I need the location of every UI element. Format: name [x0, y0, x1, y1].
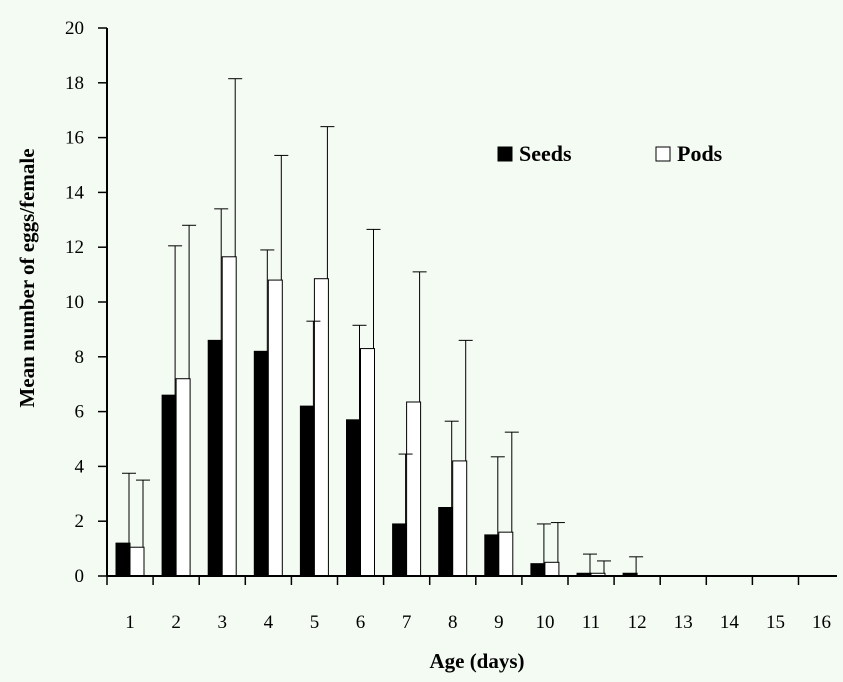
y-tick-label-20: 20: [65, 18, 84, 39]
y-tick-label-10: 10: [65, 292, 84, 313]
bar-seeds-day-9: [484, 534, 500, 577]
y-tick-label-0: 0: [75, 566, 85, 587]
y-tick-label-6: 6: [75, 402, 85, 423]
bar-pods-day-10: [544, 561, 560, 577]
legend-swatch-seeds: [497, 146, 513, 162]
x-tick-label-12: 12: [628, 612, 647, 633]
bar-seeds-day-6: [346, 419, 361, 577]
y-tick-label-2: 2: [75, 511, 85, 532]
x-tick-label-14: 14: [720, 612, 740, 633]
errorbars-layer: [122, 78, 644, 574]
x-tick-label-11: 11: [582, 612, 600, 633]
legend: Seeds Pods: [497, 141, 723, 166]
x-tick-label-7: 7: [402, 612, 412, 633]
bar-seeds-day-4: [253, 350, 269, 577]
legend-label-pods: Pods: [677, 141, 723, 166]
y-tick-label-4: 4: [75, 456, 85, 477]
bars-layer: [115, 256, 638, 577]
y-tick-label-14: 14: [65, 182, 85, 203]
bar-pods-day-9: [498, 531, 514, 577]
x-tick-label-8: 8: [448, 612, 458, 633]
x-tick-label-6: 6: [356, 612, 366, 633]
bar-pods-day-7: [406, 401, 422, 577]
x-tick-label-9: 9: [494, 612, 504, 633]
y-tick-label-16: 16: [65, 128, 84, 149]
bar-seeds-day-5: [299, 405, 315, 577]
x-tick-label-2: 2: [171, 612, 181, 633]
x-tick-label-16: 16: [812, 612, 831, 633]
y-tick-label-18: 18: [65, 73, 84, 94]
x-tick-label-15: 15: [766, 612, 785, 633]
x-tick-label-13: 13: [674, 612, 693, 633]
bar-pods-day-2: [175, 378, 191, 577]
x-tick-label-10: 10: [535, 612, 554, 633]
bar-seeds-day-7: [392, 523, 408, 577]
x-axis-title: Age (days): [429, 649, 524, 673]
bar-pods-day-1: [129, 546, 145, 577]
bar-seeds-day-10: [530, 563, 546, 577]
bar-pods-day-8: [452, 460, 468, 577]
bar-pods-day-5: [313, 278, 329, 577]
bar-pods-day-6: [360, 348, 375, 577]
bar-pods-day-4: [267, 279, 283, 577]
bar-seeds-day-1: [115, 542, 131, 577]
bar-seeds-day-8: [438, 507, 454, 577]
x-tick-label-3: 3: [218, 612, 228, 633]
bar-seeds-day-2: [161, 394, 177, 577]
bar-seeds-day-3: [207, 339, 223, 577]
x-tick-label-5: 5: [310, 612, 320, 633]
x-tick-label-1: 1: [125, 612, 135, 633]
x-tick-label-4: 4: [264, 612, 274, 633]
y-axis-title: Mean number of eggs/female: [15, 148, 39, 407]
bar-pods-day-3: [221, 256, 237, 577]
y-tick-label-8: 8: [75, 347, 85, 368]
legend-label-seeds: Seeds: [519, 141, 572, 166]
legend-swatch-pods: [655, 146, 671, 162]
y-tick-label-12: 12: [65, 237, 84, 258]
